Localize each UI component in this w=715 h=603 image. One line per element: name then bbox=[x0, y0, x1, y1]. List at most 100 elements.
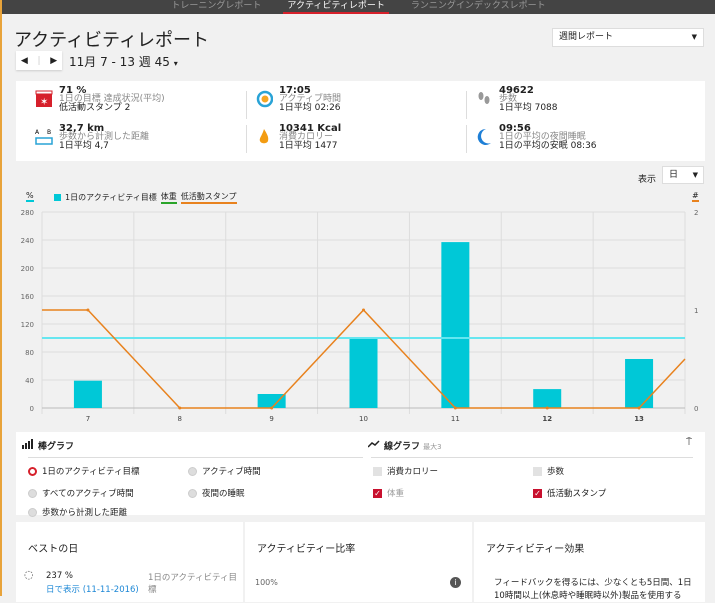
next-button[interactable]: ▶ bbox=[50, 55, 58, 66]
best-day-value: 237 % bbox=[46, 571, 74, 581]
report-type-select[interactable]: 週間レポート ▼ bbox=[552, 28, 704, 47]
tab-training-report[interactable]: トレーニングレポート bbox=[171, 1, 262, 11]
stat-active-time: 17:05 アクティブ時間 1日平均 02:26 bbox=[256, 86, 341, 113]
bar-chart-icon bbox=[22, 439, 33, 449]
active-time-icon bbox=[256, 90, 273, 108]
best-day-card: ベストの日 ◌ 237 % 1日のアクティビティ目標 日で表示 (11-11-2… bbox=[16, 522, 243, 602]
right-axis-unit: # bbox=[692, 191, 699, 202]
line-chart-icon bbox=[368, 440, 380, 448]
bar bbox=[73, 380, 102, 408]
report-type-value: 週間レポート bbox=[559, 32, 614, 42]
best-day-metric: 1日のアクティビティ目標 bbox=[148, 573, 237, 595]
checkbox-calories[interactable]: 消費カロリー bbox=[373, 465, 438, 477]
activity-effect-text: フィードバックを得るには、少なくとも5日間、1日10時間以上(休息時や睡眠時以外… bbox=[494, 578, 692, 601]
progress-ring-icon: ◌ bbox=[24, 568, 34, 581]
activity-effect-title: アクティビティー効果 bbox=[486, 544, 585, 555]
chart-legend: 1日のアクティビティ目標 体重 低活動スタンプ bbox=[54, 191, 237, 204]
legend-swatch-bar bbox=[54, 194, 61, 201]
radio-active-time[interactable]: アクティブ時間 bbox=[188, 465, 261, 477]
legend-activity-goal[interactable]: 1日のアクティビティ目標 bbox=[65, 193, 157, 202]
x-tick: 10 bbox=[359, 415, 368, 423]
flame-icon bbox=[259, 129, 269, 144]
chevron-down-icon: ▼ bbox=[692, 171, 698, 179]
y-right-tick: 0 bbox=[694, 405, 698, 413]
radio-activity-goal[interactable]: 1日のアクティビティ目標 bbox=[28, 465, 139, 477]
x-tick: 12 bbox=[542, 415, 552, 423]
low-activity-point bbox=[270, 406, 274, 410]
period-nav: ◀ | ▶ bbox=[16, 51, 62, 70]
y-left-tick: 160 bbox=[21, 293, 34, 301]
activity-ratio-title: アクティビティー比率 bbox=[257, 544, 356, 555]
bar bbox=[349, 338, 378, 408]
report-tabs: トレーニングレポート アクティビティレポート ランニングインデックスレポート bbox=[2, 0, 715, 14]
activity-goal-icon: ✶ bbox=[35, 90, 53, 108]
tab-activity-report[interactable]: アクティビティレポート bbox=[283, 0, 389, 14]
view-select[interactable]: 日 ▼ bbox=[662, 166, 704, 184]
left-axis-unit: % bbox=[26, 191, 34, 202]
low-activity-point bbox=[637, 406, 641, 410]
chevron-down-icon: ▼ bbox=[691, 33, 697, 41]
y-right-tick: 2 bbox=[694, 209, 698, 217]
ratio-percent: 100% bbox=[255, 578, 278, 587]
bar-graph-title: 棒グラフ bbox=[38, 442, 75, 452]
x-tick: 11 bbox=[451, 415, 460, 423]
bar bbox=[257, 394, 286, 408]
page-title: アクティビティレポート bbox=[14, 30, 209, 51]
low-activity-point bbox=[362, 308, 365, 312]
radio-night-sleep[interactable]: 夜間の睡眠 bbox=[188, 487, 245, 499]
tab-running-index-report[interactable]: ランニングインデックスレポート bbox=[410, 1, 546, 11]
checkbox-steps[interactable]: 歩数 bbox=[533, 465, 564, 477]
view-value: 日 bbox=[669, 170, 679, 180]
y-left-tick: 240 bbox=[21, 237, 34, 245]
svg-text:✶: ✶ bbox=[40, 97, 48, 108]
x-tick: 13 bbox=[634, 415, 644, 423]
low-activity-point bbox=[178, 406, 182, 410]
stat-activity-goal: ✶ 71 % 1日の目標 達成状況(平均) 低活動スタンプ 2 bbox=[35, 86, 165, 113]
x-tick: 8 bbox=[178, 415, 182, 423]
radio-distance[interactable]: 歩数から計測した距離 bbox=[28, 506, 127, 518]
prev-button[interactable]: ◀ bbox=[20, 55, 28, 66]
line-graph-title: 線グラフ 最大3 bbox=[384, 442, 442, 452]
best-day-title: ベストの日 bbox=[28, 544, 79, 555]
low-activity-point bbox=[453, 406, 457, 410]
checkbox-weight[interactable]: ✓ 体重 bbox=[373, 488, 405, 499]
date-range-picker[interactable]: 11月 7 - 13 週 45 ▾ bbox=[69, 53, 178, 70]
collapse-icon[interactable]: ⍑ bbox=[686, 437, 692, 448]
y-right-tick: 1 bbox=[694, 307, 698, 315]
legend-weight[interactable]: 体重 bbox=[160, 191, 177, 204]
low-activity-point bbox=[545, 406, 549, 410]
x-tick: 7 bbox=[86, 415, 90, 423]
bar bbox=[625, 359, 654, 408]
date-range: 11月 7 - 13 週 45 bbox=[69, 55, 170, 69]
x-tick: 9 bbox=[269, 415, 273, 423]
moon-icon bbox=[477, 128, 491, 145]
radio-all-active-time[interactable]: すべてのアクティブ時間 bbox=[28, 487, 134, 499]
activity-ratio-card: アクティビティー比率 100% i bbox=[245, 522, 472, 602]
legend-low-activity[interactable]: 低活動スタンプ bbox=[180, 191, 237, 204]
y-left-tick: 280 bbox=[21, 209, 34, 217]
y-left-tick: 80 bbox=[25, 349, 34, 357]
footsteps-icon bbox=[478, 92, 490, 104]
y-left-tick: 200 bbox=[21, 265, 34, 273]
low-activity-point bbox=[86, 308, 90, 312]
y-left-tick: 120 bbox=[21, 321, 34, 329]
activity-effect-card: アクティビティー効果 フィードバックを得るには、少なくとも5日間、1日10時間以… bbox=[474, 522, 705, 602]
summary-panel: ✶ 71 % 1日の目標 達成状況(平均) 低活動スタンプ 2 17:05 アクティブ… bbox=[16, 81, 705, 161]
view-day-link[interactable]: 日で表示 (11-11-2016) bbox=[46, 585, 139, 595]
stat-sleep: 09:56 1日の平均の夜間睡眠 1日の平均の安眠 08:36 bbox=[477, 124, 597, 151]
checkbox-low-activity[interactable]: ✓ 低活動スタンプ bbox=[533, 488, 607, 499]
bar bbox=[533, 389, 562, 408]
stat-calories: 10341 Kcal 消費カロリー 1日平均 1477 bbox=[259, 124, 341, 151]
svg-text:A: A bbox=[35, 129, 40, 136]
y-left-tick: 40 bbox=[25, 377, 34, 385]
graph-options-panel: 棒グラフ 線グラフ 最大3 ⍑ 1日のアクティビティ目標 アクティブ時間 すべて… bbox=[16, 432, 705, 518]
y-left-tick: 0 bbox=[30, 405, 34, 413]
caret-down-icon: ▾ bbox=[173, 59, 178, 68]
stat-steps: 49622 歩数 1日平均 7088 bbox=[478, 86, 558, 113]
info-icon[interactable]: i bbox=[450, 577, 461, 588]
view-label: 表示 bbox=[638, 175, 657, 185]
svg-text:B: B bbox=[47, 129, 51, 136]
